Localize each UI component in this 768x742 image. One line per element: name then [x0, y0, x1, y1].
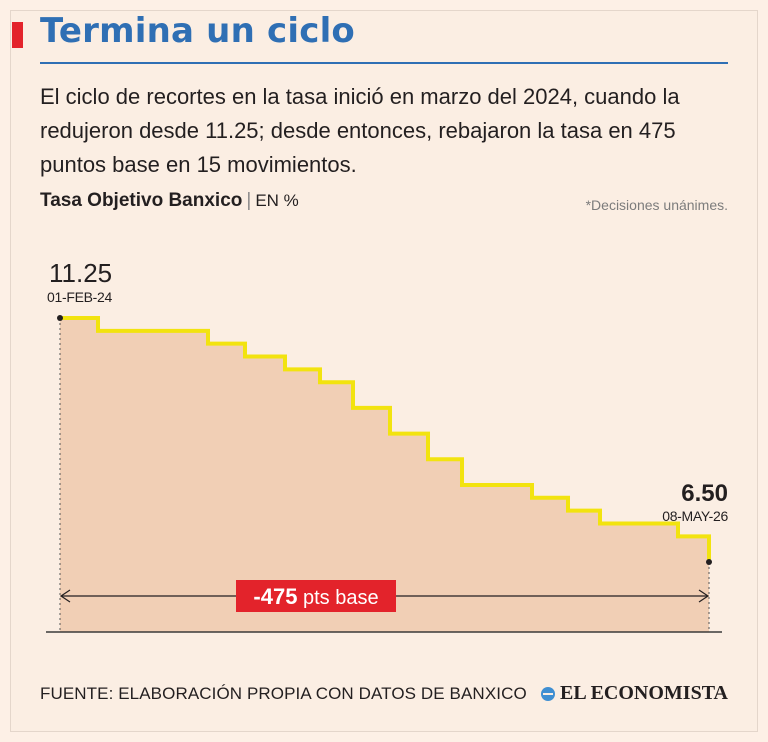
start-date-label: 01-FEB-24	[47, 289, 113, 305]
chart-title: Tasa Objetivo Banxico	[40, 190, 243, 211]
span-label: -475 pts base	[253, 584, 378, 609]
title-accent-bar	[12, 22, 23, 48]
span-arrow-right-icon	[698, 589, 710, 603]
intro-text: El ciclo de recortes en la tasa inició e…	[40, 84, 680, 177]
brand-mark-icon	[541, 686, 555, 701]
end-point	[706, 559, 712, 565]
rate-area-fill	[60, 318, 709, 632]
chart-unit: EN %	[255, 191, 299, 210]
start-value-label: 11.25	[49, 258, 112, 288]
page-title: Termina un ciclo	[40, 11, 355, 51]
chart-title-separator: |	[246, 190, 252, 211]
rate-step-line	[60, 316, 711, 562]
end-value-label: 6.50	[681, 480, 728, 507]
end-date-label: 08-MAY-26	[662, 508, 728, 524]
title-rule	[40, 62, 728, 64]
span-label-value: -475	[253, 584, 297, 609]
source-note: FUENTE: ELABORACIÓN PROPIA CON DATOS DE …	[40, 684, 527, 703]
brand-logo: EL ECONOMISTA	[541, 682, 728, 705]
chart-note: *Decisiones unánimes.	[585, 197, 728, 213]
span-arrow-left-icon	[59, 589, 71, 603]
start-point	[57, 315, 63, 321]
brand-name: EL ECONOMISTA	[560, 682, 728, 704]
span-label-unit: pts base	[297, 587, 378, 609]
chart-title-row: Tasa Objetivo Banxico | EN %	[40, 190, 299, 212]
span-label-box	[236, 580, 396, 612]
